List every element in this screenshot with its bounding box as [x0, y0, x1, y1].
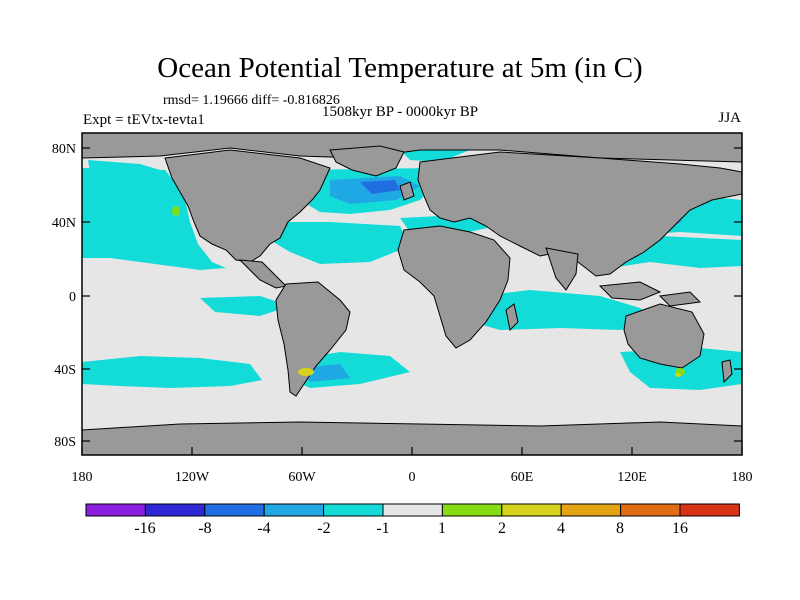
arctic-cyan-2: [88, 160, 160, 172]
colorbar-box: [620, 503, 681, 517]
north-america: [164, 149, 331, 263]
lat-label: 80N: [52, 142, 76, 157]
atlantic-mid-cyan: [262, 222, 410, 264]
green-spot-north-pacific: [172, 206, 180, 216]
colorbar-label: -8: [198, 520, 211, 537]
colorbar-box: [263, 503, 325, 517]
lon-label: 60W: [288, 470, 316, 485]
lon-ticks: [81, 447, 743, 455]
colorbar-label: 4: [557, 520, 565, 537]
new-zealand: [721, 359, 733, 384]
colorbar-label: -16: [134, 520, 155, 537]
tropical-pacific-cyan: [200, 296, 290, 316]
yellow-spot-australia: [675, 373, 681, 377]
experiment-label: Expt = tEVtx-tevta1: [83, 112, 205, 128]
map-area: [82, 133, 742, 455]
colorbar-label: -2: [317, 520, 330, 537]
lat-label: 40S: [54, 363, 76, 378]
colorbar-box: [144, 503, 206, 517]
indian-ocean-cyan: [472, 290, 660, 330]
colorbar-label: -4: [257, 520, 270, 537]
madagascar: [505, 303, 519, 332]
colorbar-label: 16: [672, 520, 688, 537]
south-america: [275, 281, 351, 397]
colorbar-label: 1: [438, 520, 446, 537]
colorbar-labels: -16 -8 -4 -2 -1 1 2 4 8 16: [134, 520, 688, 537]
africa: [397, 225, 511, 349]
lat-label: 80S: [54, 435, 76, 450]
period-label: 1508kyr BP - 0000kyr BP: [322, 104, 479, 120]
season-label: JJA: [718, 110, 741, 126]
colorbar-label: 8: [616, 520, 624, 537]
lon-label: 0: [409, 470, 416, 485]
positive-anomaly-regions: [172, 206, 685, 377]
australia: [623, 303, 705, 369]
lon-label: 60E: [511, 470, 534, 485]
colorbar-box: [204, 503, 265, 517]
yellow-spot-south-atlantic: [298, 368, 314, 376]
lat-label: 40N: [52, 216, 76, 231]
colorbar-boxes: [85, 503, 740, 517]
maritime-continent: [598, 281, 662, 301]
lon-label: 120W: [175, 470, 210, 485]
colorbar-label: 2: [498, 520, 506, 537]
lat-label: 0: [69, 290, 76, 305]
south-pacific-cyan: [82, 356, 262, 388]
colorbar-box: [441, 503, 503, 517]
north-pacific-cyan: [82, 168, 226, 270]
colorbar-box: [560, 503, 622, 517]
colorbar-box: [323, 503, 384, 517]
labrador-blue: [360, 180, 400, 194]
colorbar-box: [679, 503, 740, 517]
lon-label: 180: [72, 470, 93, 485]
map-title: Ocean Potential Temperature at 5m (in C): [157, 52, 643, 84]
new-guinea: [658, 291, 702, 307]
colorbar-box: [85, 503, 146, 517]
lon-label: 120E: [617, 470, 647, 485]
colorbar-label: -1: [376, 520, 389, 537]
colorbar-box: [382, 503, 443, 517]
antarctica: [82, 421, 742, 455]
colorbar: -16 -8 -4 -2 -1 1 2 4 8 16: [85, 503, 740, 537]
lat-ticks: [82, 147, 742, 442]
land-masses: [82, 133, 742, 455]
stats-text: rmsd= 1.19666 diff= -0.816826: [163, 93, 340, 108]
greenland: [329, 145, 405, 177]
lon-label: 180: [732, 470, 753, 485]
lat-labels: 80N 40N 0 40S 80S: [52, 142, 76, 450]
lon-labels: 180 120W 60W 0 60E 120E 180: [72, 470, 753, 485]
indian-subcontinent: [545, 247, 579, 291]
british-isles: [399, 181, 415, 201]
colorbar-box: [501, 503, 562, 517]
eurasia: [417, 151, 742, 277]
